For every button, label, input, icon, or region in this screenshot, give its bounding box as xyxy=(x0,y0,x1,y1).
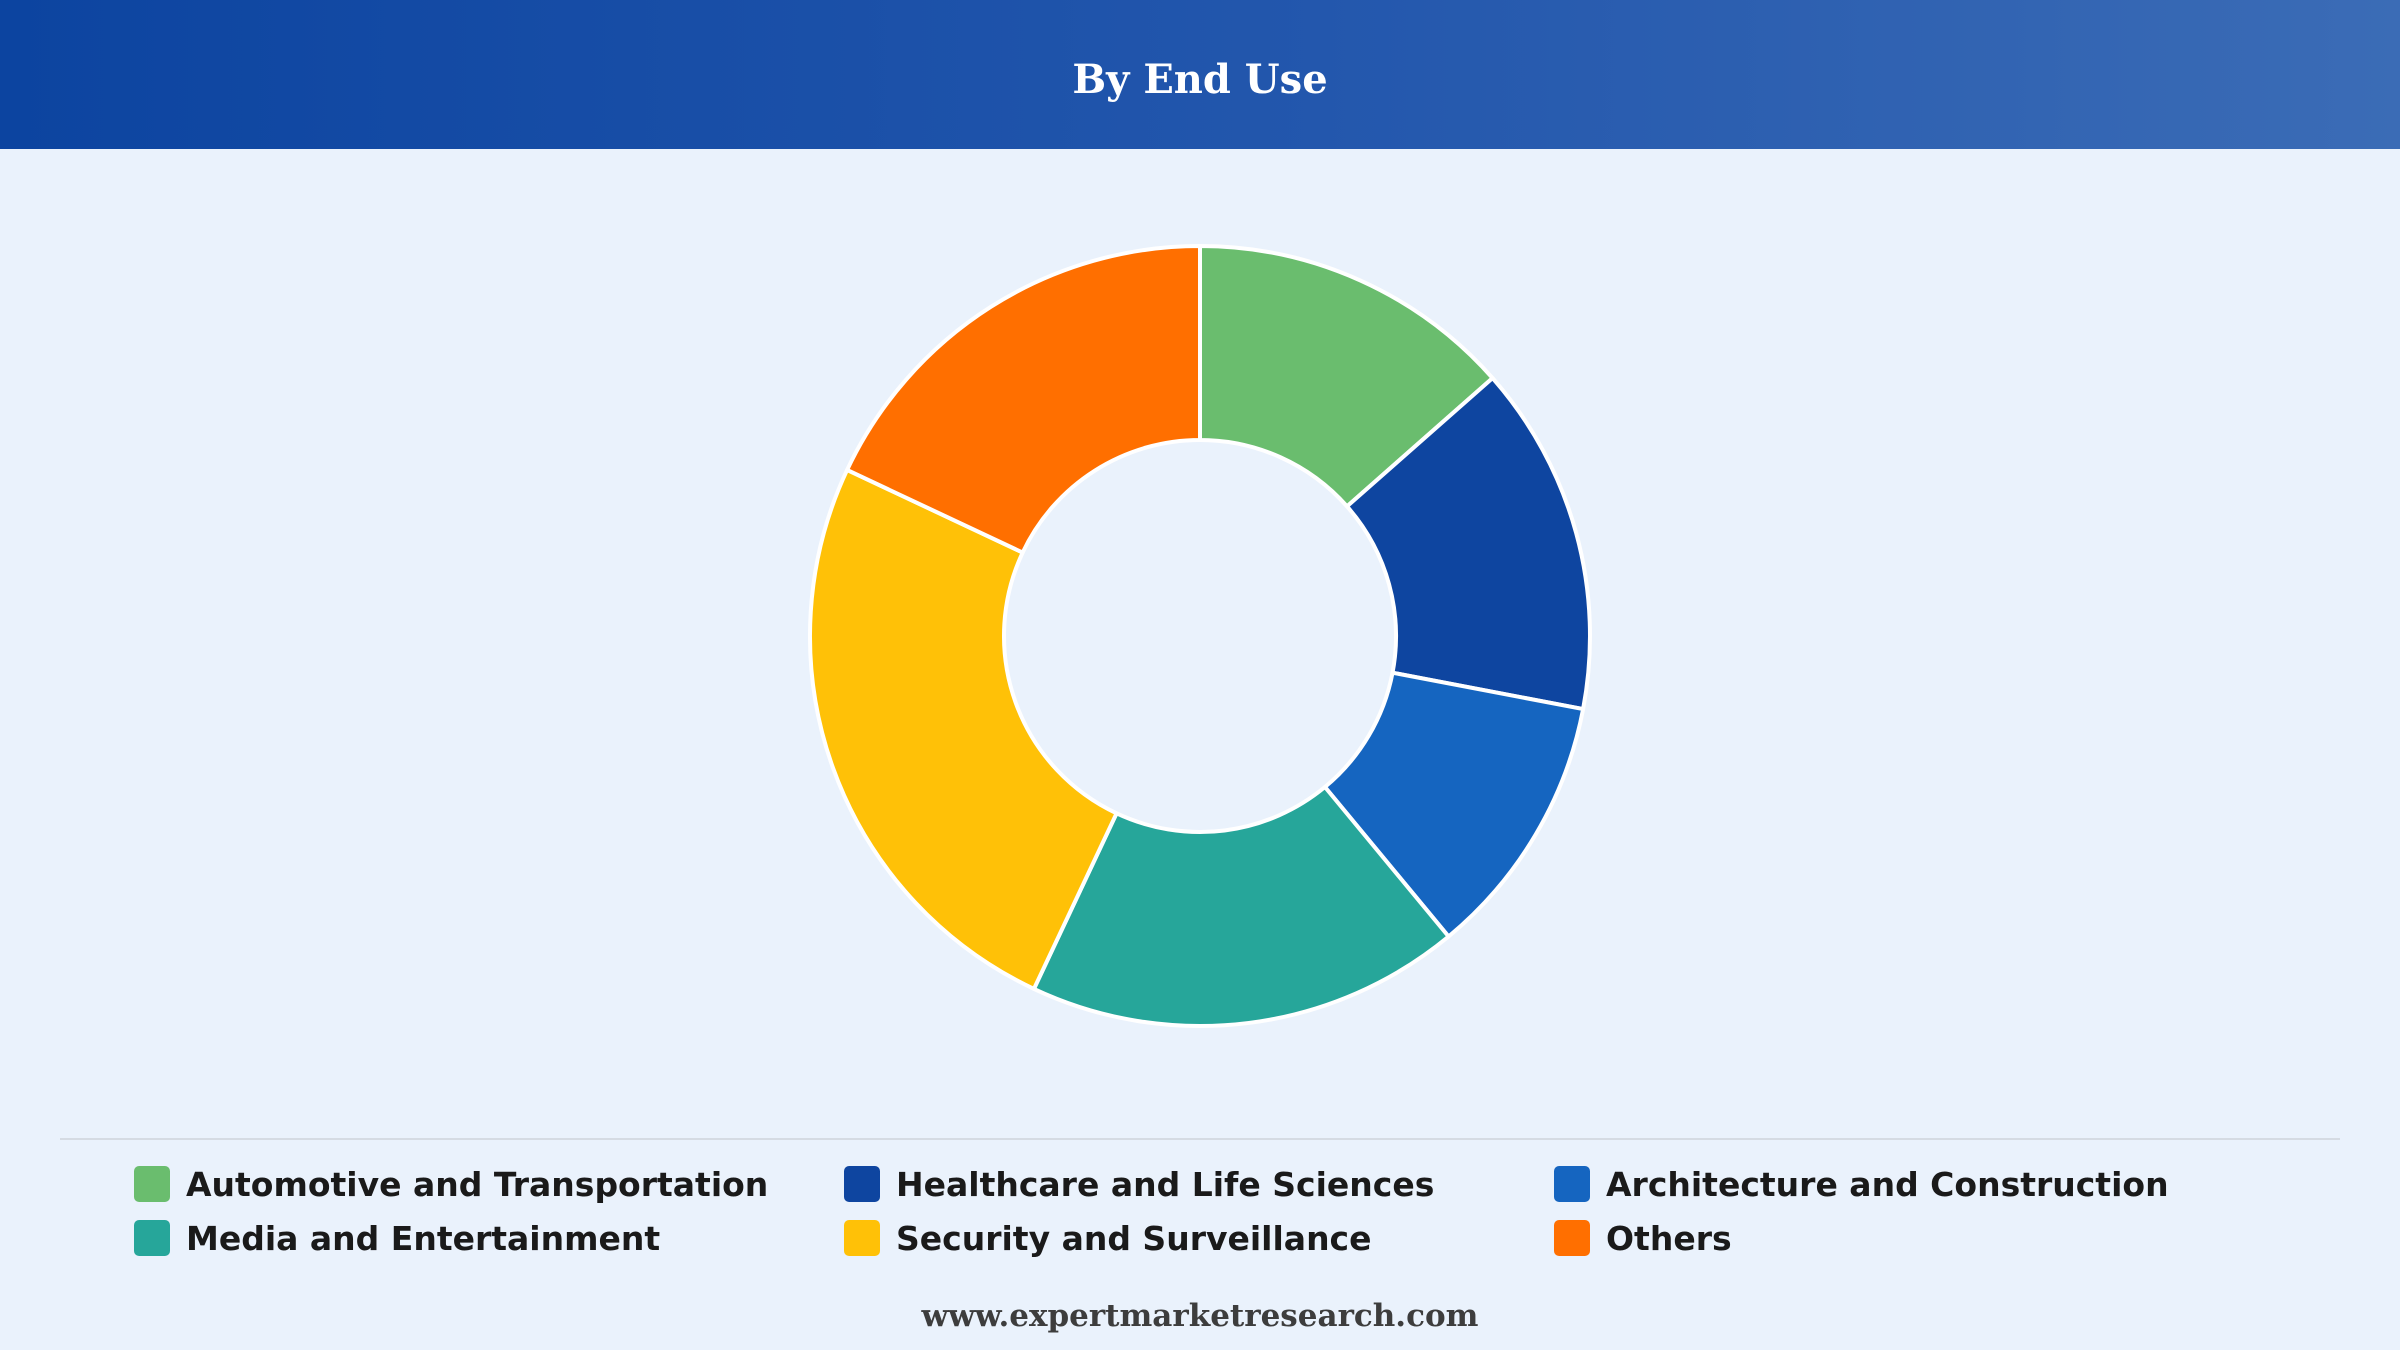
donut-slice-healthcare[interactable] xyxy=(1345,376,1592,712)
chart-title: By End Use xyxy=(1072,56,1328,103)
legend-item-architecture[interactable]: Architecture and Construction xyxy=(1554,1157,2254,1211)
legend-item-automotive[interactable]: Automotive and Transportation xyxy=(134,1157,844,1211)
legend-swatch xyxy=(844,1166,880,1202)
legend-label: Others xyxy=(1606,1218,1732,1258)
legend-swatch xyxy=(134,1166,170,1202)
legend: Automotive and Transportation Healthcare… xyxy=(134,1157,2254,1265)
donut-slice-architecture[interactable] xyxy=(1322,670,1586,939)
legend-item-security[interactable]: Security and Surveillance xyxy=(844,1211,1554,1265)
legend-label: Healthcare and Life Sciences xyxy=(896,1164,1435,1204)
legend-divider xyxy=(60,1138,2340,1140)
donut-slice-media[interactable] xyxy=(1031,785,1451,1028)
legend-label: Security and Surveillance xyxy=(896,1218,1372,1258)
legend-label: Automotive and Transportation xyxy=(186,1164,769,1204)
legend-swatch xyxy=(134,1220,170,1256)
source-footer: www.expertmarketresearch.com xyxy=(921,1298,1479,1334)
donut-chart xyxy=(808,244,1592,1028)
legend-label: Architecture and Construction xyxy=(1606,1164,2169,1204)
donut-slice-others[interactable] xyxy=(845,244,1202,555)
header-bar xyxy=(0,0,2400,149)
legend-swatch xyxy=(1554,1220,1590,1256)
legend-swatch xyxy=(1554,1166,1590,1202)
legend-item-others[interactable]: Others xyxy=(1554,1211,2254,1265)
legend-swatch xyxy=(844,1220,880,1256)
legend-item-media[interactable]: Media and Entertainment xyxy=(134,1211,844,1265)
legend-item-healthcare[interactable]: Healthcare and Life Sciences xyxy=(844,1157,1554,1211)
legend-label: Media and Entertainment xyxy=(186,1218,661,1258)
donut-slice-security[interactable] xyxy=(808,467,1119,991)
